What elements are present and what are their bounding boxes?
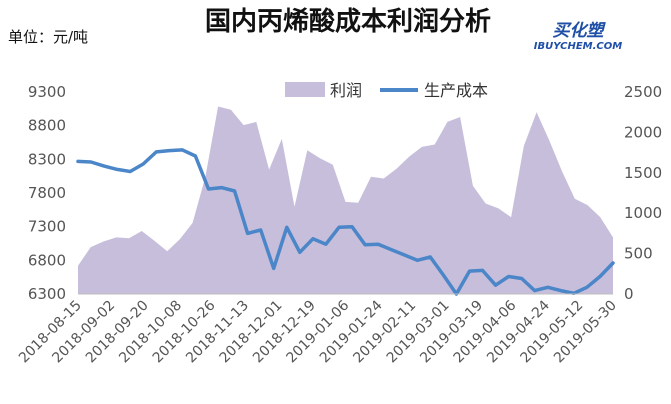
left-tick-label: 8800 [28, 117, 66, 135]
left-tick-label: 8300 [28, 150, 66, 168]
unit-label: 单位：元/吨 [8, 28, 88, 46]
logo-sub-text: IBUYCHEM.COM [534, 41, 622, 52]
legend: 利润 生产成本 [285, 81, 488, 100]
cost-line [76, 148, 615, 296]
chart-title: 国内丙烯酸成本利润分析 [205, 6, 491, 37]
legend-label-profit: 利润 [330, 81, 362, 100]
right-tick-label: 2000 [624, 123, 662, 141]
right-tick-label: 0 [624, 285, 634, 303]
brand-logo: 买化塑 IBUYCHEM.COM [534, 21, 622, 52]
left-tick-label: 6800 [28, 251, 66, 269]
profit-area [78, 106, 613, 294]
legend-swatch-profit [285, 82, 325, 97]
left-tick-label: 7300 [28, 218, 66, 236]
right-tick-label: 1000 [624, 204, 662, 222]
right-tick-label: 2500 [624, 83, 662, 101]
x-axis: 2018-08-152018-09-022018-09-202018-10-08… [16, 297, 620, 366]
left-tick-label: 9300 [28, 83, 66, 101]
right-tick-label: 1500 [624, 164, 662, 182]
left-tick-label: 7800 [28, 184, 66, 202]
left-axis: 6300 6800 7300 7800 8300 8800 9300 [28, 83, 66, 303]
right-tick-label: 500 [624, 245, 653, 263]
right-axis: 0 500 1000 1500 2000 2500 [624, 83, 662, 303]
left-tick-label: 6300 [28, 285, 66, 303]
plot-area [76, 106, 615, 296]
legend-label-cost: 生产成本 [424, 81, 488, 100]
logo-main-text: 买化塑 [553, 21, 607, 41]
